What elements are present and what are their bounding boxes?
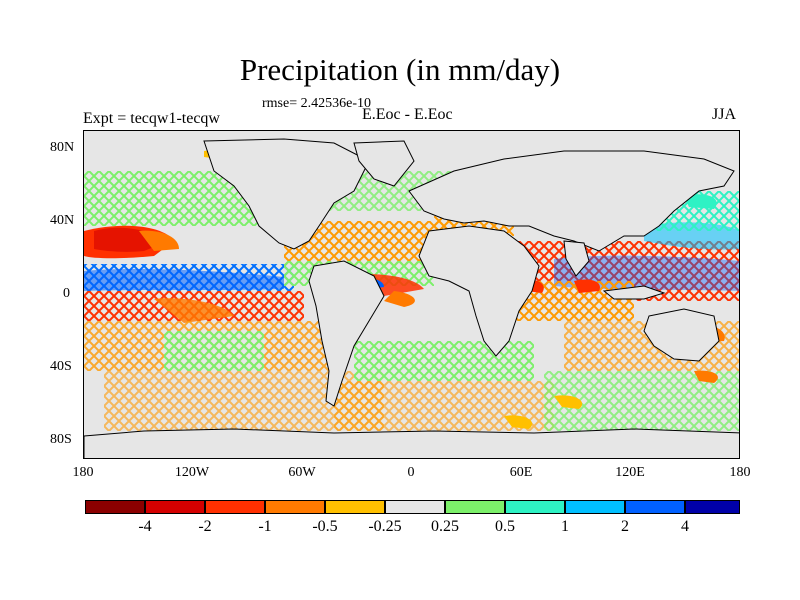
colorbar-box bbox=[145, 500, 205, 514]
colorbar-box bbox=[85, 500, 145, 514]
colorbar-label: 1 bbox=[561, 518, 569, 535]
colorbar-label: 0.25 bbox=[431, 518, 459, 535]
y-tick-label: 0 bbox=[63, 286, 70, 301]
colorbar-box bbox=[625, 500, 685, 514]
colorbar-label: -1 bbox=[258, 518, 272, 535]
y-tick-label: 40N bbox=[50, 213, 75, 228]
colorbar-label: 4 bbox=[681, 518, 689, 535]
experiment-label: Expt = tecqw1-tecqw bbox=[83, 110, 220, 127]
coastlines bbox=[84, 138, 739, 458]
colorbar-box bbox=[565, 500, 625, 514]
y-tick-label: 40S bbox=[50, 359, 72, 374]
colorbar-box bbox=[505, 500, 565, 514]
rmse-label: rmse= 2.42536e-10 bbox=[262, 96, 371, 111]
x-tick-label: 120E bbox=[615, 465, 645, 480]
colorbar-box bbox=[685, 500, 740, 514]
colorbar-box bbox=[385, 500, 445, 514]
case-label: E.Eoc - E.Eoc bbox=[362, 106, 453, 123]
colorbar-box bbox=[445, 500, 505, 514]
colorbar-label: -2 bbox=[198, 518, 212, 535]
x-tick-label: 60W bbox=[288, 465, 316, 480]
x-tick-label: 0 bbox=[407, 465, 415, 480]
colorbar-label: 0.5 bbox=[495, 518, 515, 535]
colorbar-label: -0.25 bbox=[368, 518, 402, 535]
colorbar-box bbox=[325, 500, 385, 514]
season-label: JJA bbox=[712, 106, 737, 123]
x-tick-label: 180 bbox=[72, 465, 94, 480]
colorbar-box bbox=[265, 500, 325, 514]
colorbar-label: 2 bbox=[621, 518, 629, 535]
plot-title: Precipitation (in mm/day) bbox=[239, 52, 561, 87]
colorbar-label: -4 bbox=[138, 518, 152, 535]
x-tick-label: 180 bbox=[729, 465, 751, 480]
colorbar-label: -0.5 bbox=[312, 518, 338, 535]
x-tick-label: 120W bbox=[174, 465, 210, 480]
precip-difference-map bbox=[84, 138, 739, 458]
y-tick-label: 80S bbox=[50, 432, 72, 447]
x-tick-label: 60E bbox=[509, 465, 533, 480]
colorbar-box bbox=[205, 500, 265, 514]
y-tick-label: 80N bbox=[50, 140, 75, 155]
map-panel bbox=[83, 130, 740, 459]
